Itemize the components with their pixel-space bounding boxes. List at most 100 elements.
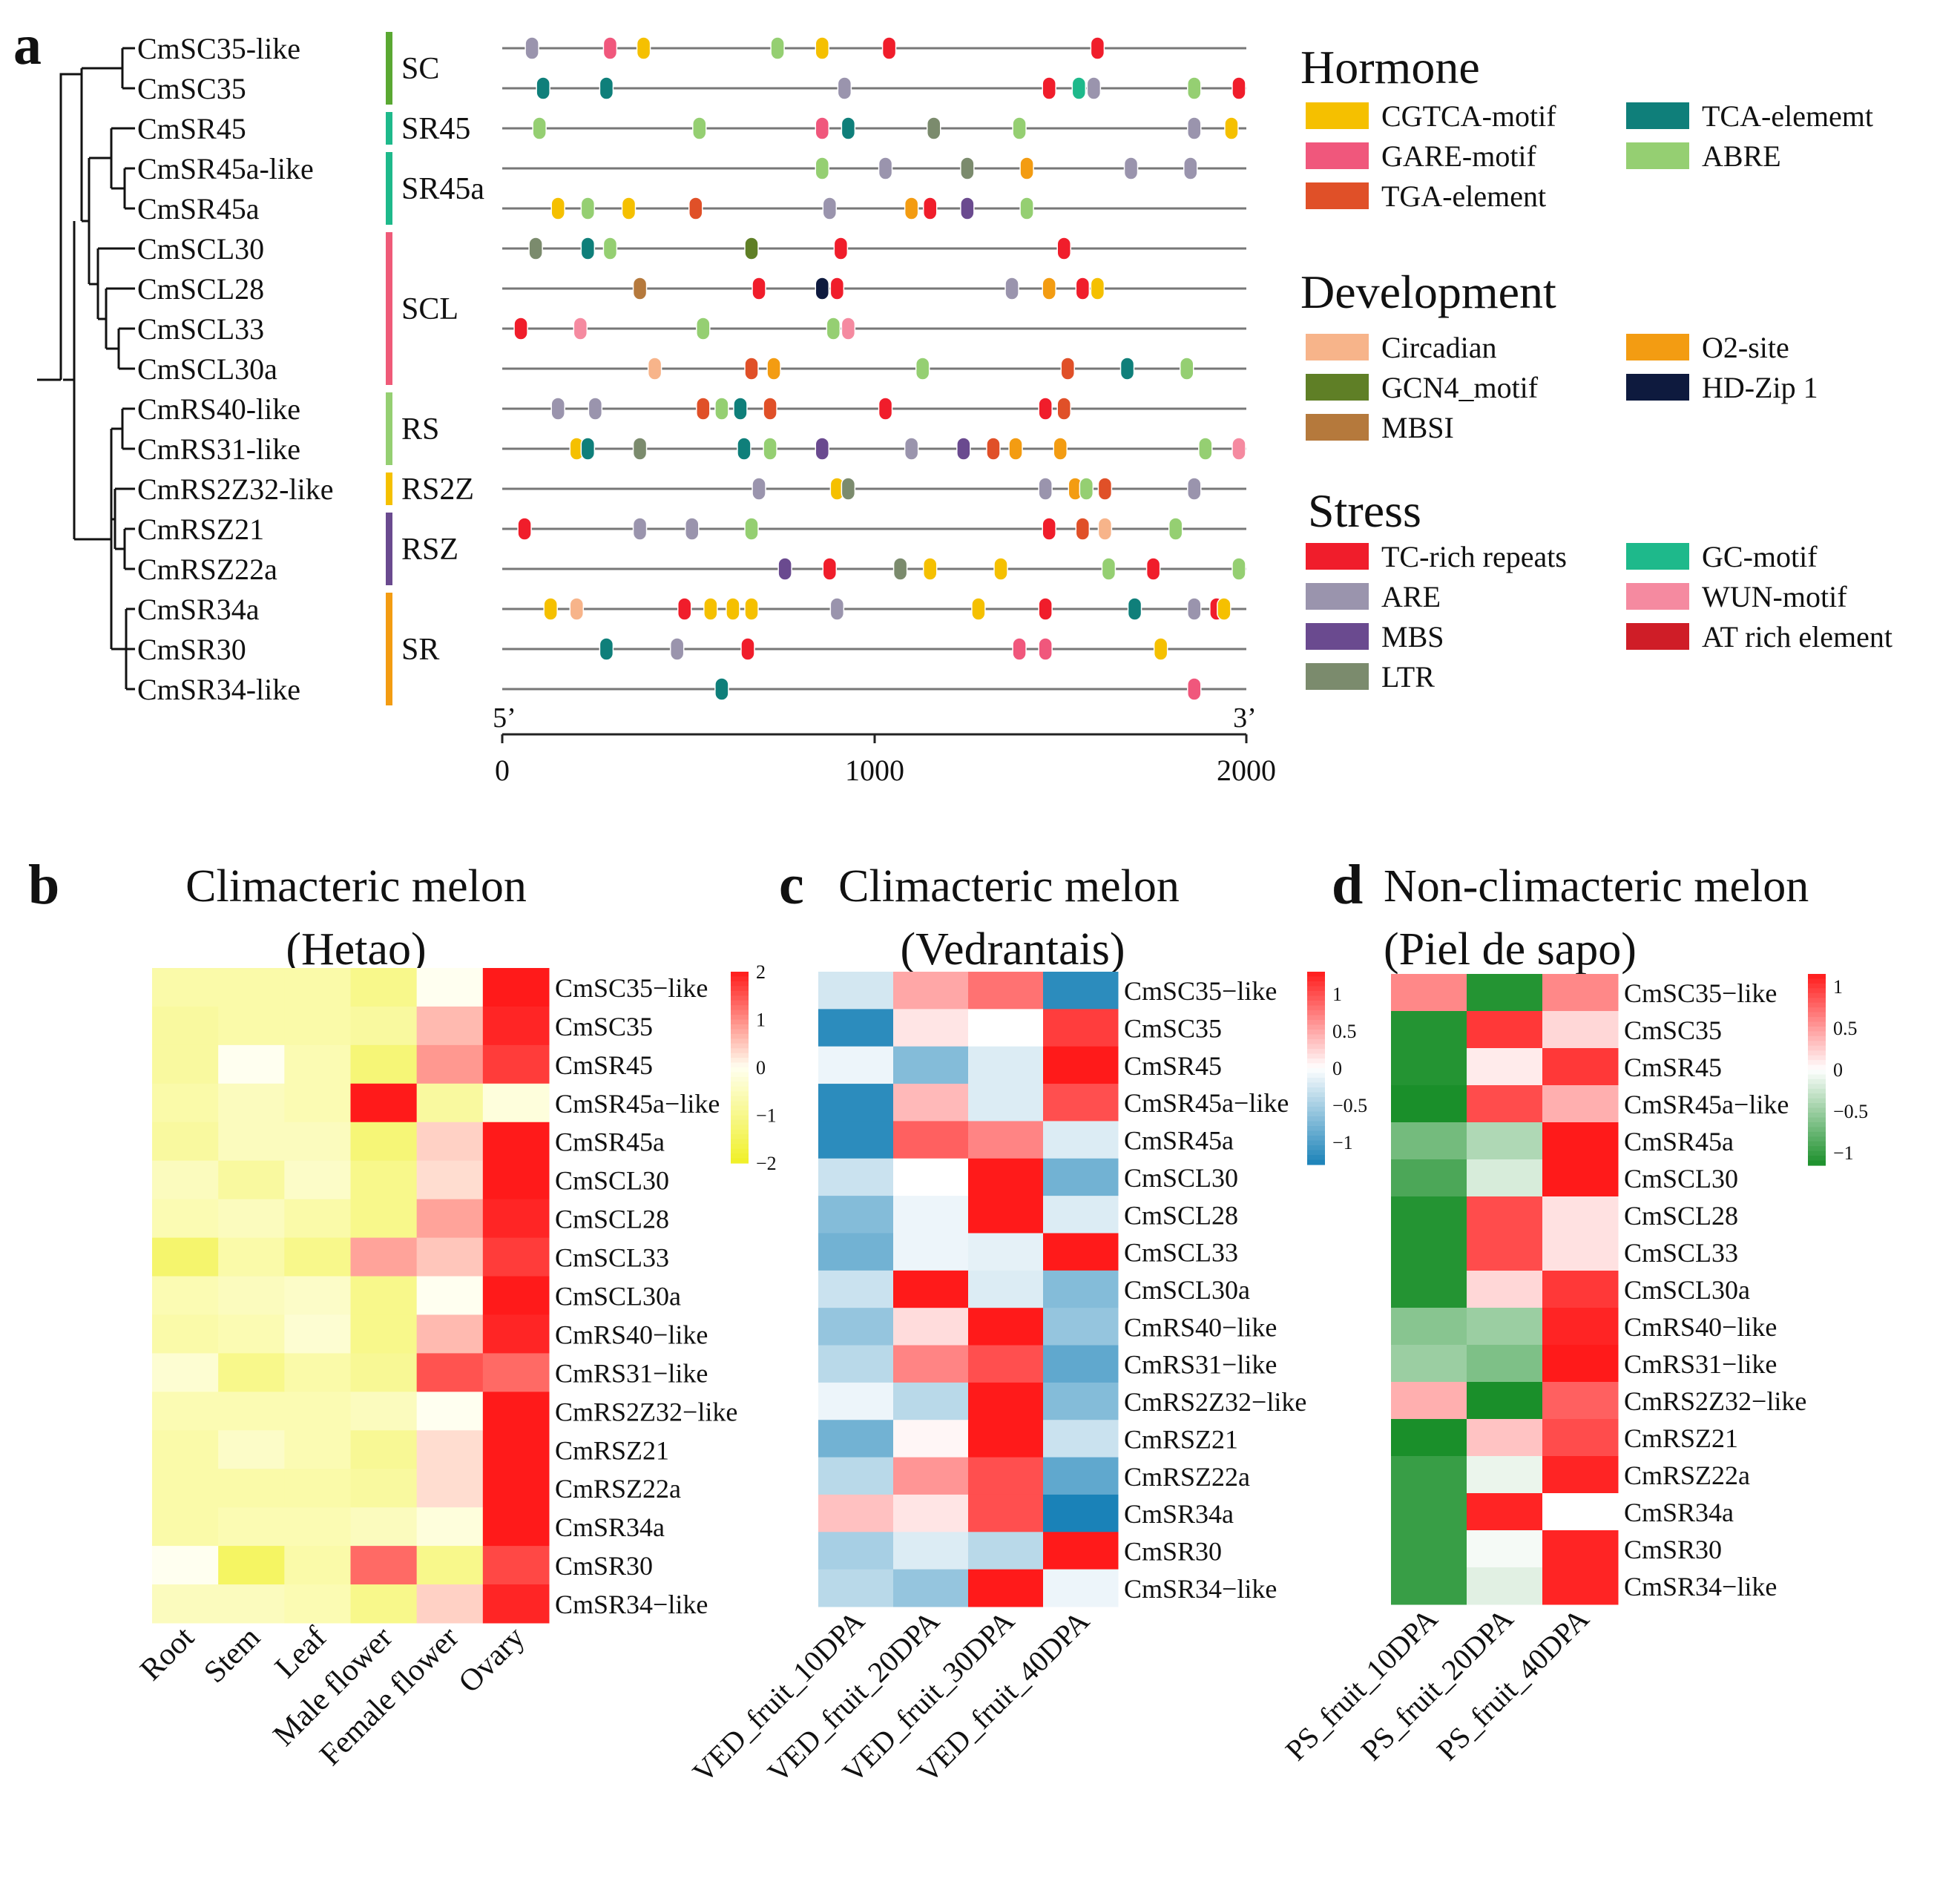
scale-tick-label: 1 — [756, 1010, 766, 1031]
legend-label-at: AT rich element — [1702, 620, 1892, 653]
element-tga — [986, 437, 1001, 461]
scale-segment — [1808, 1098, 1826, 1104]
heat-cell — [416, 1392, 484, 1431]
gene-label: CmSR34-like — [137, 673, 300, 706]
legend-swatch-o2 — [1626, 334, 1689, 360]
element-tga — [1060, 357, 1076, 381]
scale-segment — [1808, 1107, 1826, 1113]
element-tc — [752, 277, 766, 300]
heat-cell — [218, 1160, 285, 1200]
heat-cell — [152, 1507, 219, 1547]
heat-cell — [350, 1314, 418, 1354]
heat-cell — [893, 1382, 969, 1420]
heat-cell — [152, 1392, 219, 1431]
legend-swatch-ltr — [1306, 663, 1369, 690]
scale-segment — [1808, 1103, 1826, 1109]
heat-cell — [1467, 1196, 1543, 1234]
row-label: CmSR45a — [1624, 1127, 1734, 1156]
scale-segment — [1307, 1111, 1325, 1117]
heat-cell — [1391, 1159, 1467, 1197]
heat-cell — [893, 1158, 969, 1196]
legend-swatch-mbsi — [1306, 414, 1369, 441]
group-label-sr45: SR45 — [401, 112, 470, 146]
legend-swatch-tga — [1306, 182, 1369, 209]
scale-segment — [1808, 1064, 1826, 1070]
heat-cell — [218, 1237, 285, 1277]
heat-cell — [968, 1457, 1044, 1495]
scale-segment — [1808, 998, 1826, 1004]
element-tc — [1231, 76, 1246, 100]
element-tc — [1038, 597, 1053, 621]
scale-segment — [1808, 1045, 1826, 1051]
heat-cell — [1542, 1345, 1619, 1383]
heat-cell — [152, 968, 219, 1007]
heat-cell — [818, 1420, 894, 1458]
row-label: CmSR45 — [555, 1050, 653, 1080]
heat-cell — [350, 1044, 418, 1084]
row-label: CmSR30 — [1124, 1536, 1222, 1566]
heat-cell — [482, 1276, 550, 1315]
heat-cell — [1391, 1456, 1467, 1494]
scale-segment — [1307, 1015, 1325, 1021]
row-label: CmRS31−like — [1624, 1349, 1777, 1379]
scale-segment — [1808, 1026, 1826, 1032]
heat-cell — [350, 1469, 418, 1508]
tree-branch — [110, 429, 135, 570]
heat-cell — [284, 1392, 351, 1431]
element-are — [1086, 76, 1102, 100]
element-wun — [573, 317, 588, 340]
row-label: CmSR45a−like — [1624, 1090, 1789, 1119]
panel-label-b: b — [28, 854, 59, 916]
heat-cell — [1467, 1234, 1543, 1271]
element-are — [685, 517, 700, 541]
heat-cell — [1391, 1122, 1467, 1160]
element-mbs — [815, 437, 830, 461]
gene-label: CmSCL33 — [137, 312, 264, 346]
heat-cell — [1391, 1048, 1467, 1086]
heat-cell — [416, 968, 484, 1007]
scale-segment — [1307, 1020, 1325, 1026]
heat-cell — [218, 1006, 285, 1046]
heat-cell — [1467, 1567, 1543, 1605]
heat-cell — [218, 1044, 285, 1084]
scale-segment — [731, 1048, 749, 1054]
row-label: CmSR45a−like — [555, 1089, 720, 1119]
heat-cell — [968, 1494, 1044, 1532]
legend-swatch-are — [1306, 583, 1369, 610]
scale-segment — [1307, 1078, 1325, 1084]
element-wun — [841, 317, 856, 340]
element-tca — [737, 437, 752, 461]
scale-segment — [1808, 1150, 1826, 1156]
gene-label: CmSCL30a — [137, 352, 277, 386]
element-gare — [1012, 637, 1027, 661]
group-bar-scl — [386, 232, 392, 385]
element-tga — [1056, 397, 1072, 421]
scale-segment — [731, 1019, 749, 1025]
heat-cell — [218, 1546, 285, 1585]
scale-segment — [1808, 974, 1826, 980]
scale-segment — [1808, 1021, 1826, 1027]
scale-segment — [731, 1033, 749, 1039]
scale-segment — [1808, 1007, 1826, 1013]
scale-segment — [731, 1115, 749, 1121]
element-tc — [881, 36, 897, 60]
row-label: CmSCL30 — [1624, 1164, 1738, 1193]
scale-segment — [1307, 1155, 1325, 1161]
heat-cell — [482, 1314, 550, 1354]
element-tc — [1038, 397, 1053, 421]
row-label: CmRSZ21 — [1124, 1424, 1238, 1454]
element-tc — [1056, 237, 1072, 260]
heat-cell — [152, 1044, 219, 1084]
legend-label-abre: ABRE — [1702, 139, 1781, 173]
scale-segment — [731, 1058, 749, 1064]
scale-segment — [1808, 1060, 1826, 1066]
element-circadian — [569, 597, 585, 621]
scale-segment — [731, 1139, 749, 1145]
heat-cell — [968, 1270, 1044, 1308]
heat-cell — [482, 1083, 550, 1123]
scale-segment — [731, 1043, 749, 1049]
heat-cell — [1043, 1345, 1119, 1383]
scale-segment — [1808, 1117, 1826, 1123]
scale-segment — [731, 972, 749, 978]
heat-cell — [284, 1006, 351, 1046]
